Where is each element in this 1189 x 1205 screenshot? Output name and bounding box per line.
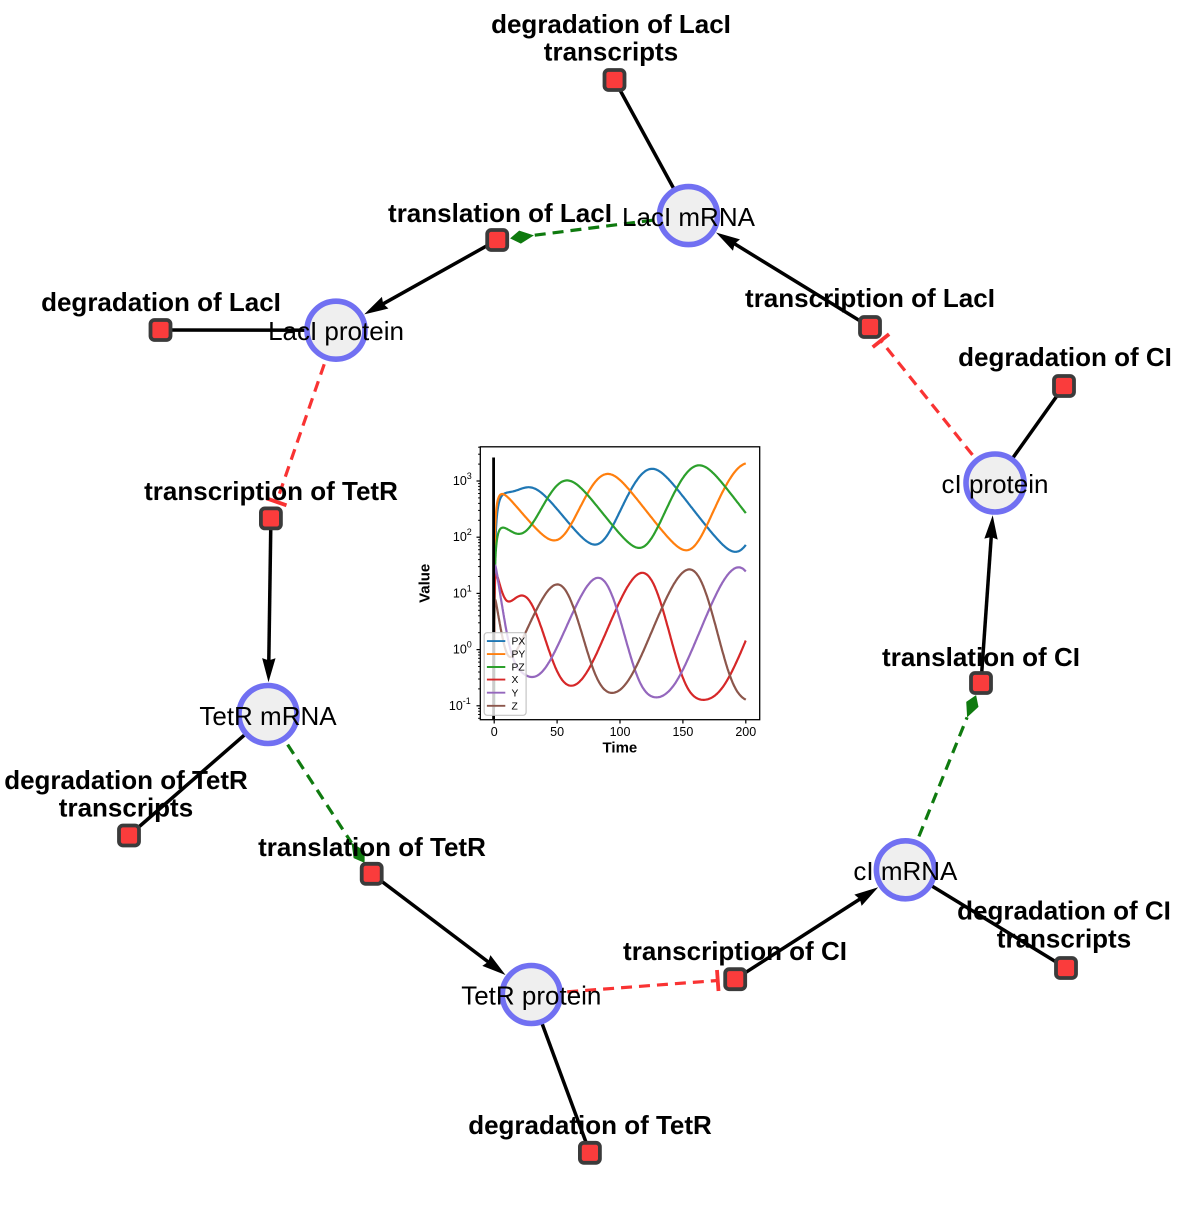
svg-text:PZ: PZ: [512, 663, 525, 674]
svg-text:degradation of CI: degradation of CI: [957, 896, 1171, 926]
svg-text:degradation of TetR: degradation of TetR: [4, 765, 248, 795]
svg-text:transcription of LacI: transcription of LacI: [745, 283, 995, 313]
svg-text:degradation of TetR: degradation of TetR: [468, 1110, 712, 1140]
svg-text:2: 2: [467, 527, 472, 537]
svg-text:translation of TetR: translation of TetR: [258, 832, 486, 862]
svg-text:0: 0: [491, 725, 498, 739]
svg-text:TetR mRNA: TetR mRNA: [199, 701, 337, 731]
svg-text:1: 1: [467, 583, 472, 593]
svg-text:3: 3: [467, 471, 472, 481]
svg-text:degradation of LacI: degradation of LacI: [491, 9, 731, 39]
svg-text:cI protein: cI protein: [942, 469, 1049, 499]
svg-text:Y: Y: [512, 688, 519, 699]
svg-text:10: 10: [453, 643, 467, 657]
svg-text:Time: Time: [603, 740, 638, 757]
svg-text:10: 10: [453, 586, 467, 600]
svg-text:cI mRNA: cI mRNA: [853, 856, 958, 886]
svg-text:transcription of TetR: transcription of TetR: [144, 476, 398, 506]
svg-text:PX: PX: [512, 637, 526, 648]
svg-text:100: 100: [610, 725, 631, 739]
svg-text:Value: Value: [417, 564, 434, 603]
svg-text:10: 10: [453, 530, 467, 544]
svg-text:Z: Z: [512, 701, 518, 712]
svg-text:transcripts: transcripts: [997, 924, 1131, 954]
svg-text:-1: -1: [463, 696, 471, 706]
svg-text:50: 50: [550, 725, 564, 739]
svg-text:degradation of LacI: degradation of LacI: [41, 287, 281, 317]
svg-text:0: 0: [467, 640, 472, 650]
svg-text:transcripts: transcripts: [544, 37, 678, 67]
svg-text:LacI mRNA: LacI mRNA: [622, 202, 756, 232]
svg-text:degradation of CI: degradation of CI: [958, 342, 1172, 372]
svg-text:TetR protein: TetR protein: [461, 981, 601, 1011]
svg-text:translation of LacI: translation of LacI: [388, 198, 612, 228]
svg-text:150: 150: [672, 725, 693, 739]
svg-text:10: 10: [453, 474, 467, 488]
svg-text:200: 200: [735, 725, 756, 739]
svg-text:LacI protein: LacI protein: [268, 316, 404, 346]
svg-text:PY: PY: [512, 650, 526, 661]
svg-text:X: X: [512, 675, 519, 686]
svg-text:transcription of CI: transcription of CI: [623, 936, 847, 966]
svg-text:10: 10: [449, 699, 463, 713]
svg-text:translation of CI: translation of CI: [882, 642, 1080, 672]
svg-text:transcripts: transcripts: [59, 793, 193, 823]
